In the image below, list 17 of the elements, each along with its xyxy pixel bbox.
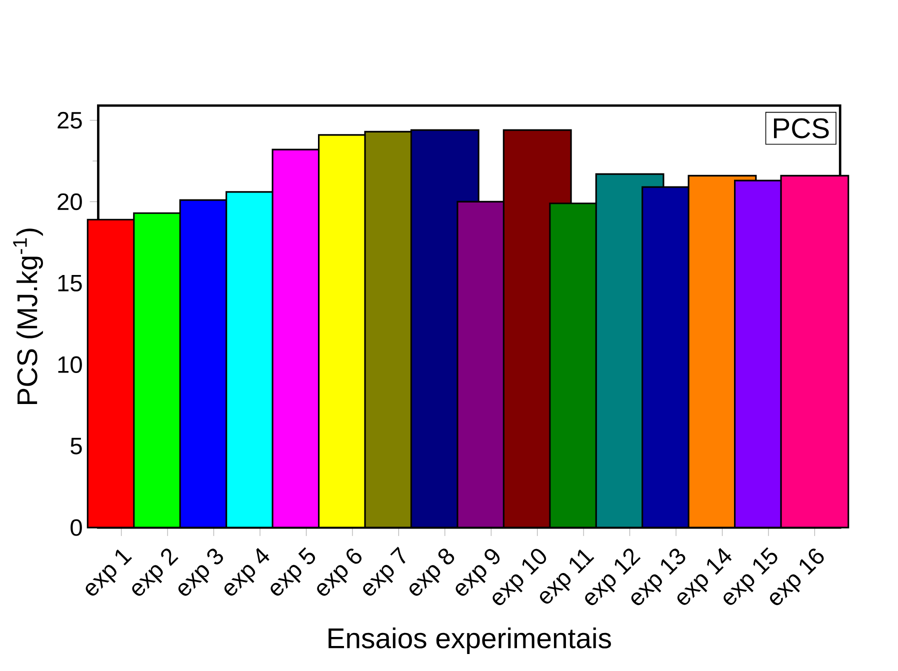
x-tick-label: exp 2 xyxy=(132,548,178,596)
y-tick-label: 5 xyxy=(70,438,82,455)
x-tick-label: exp 3 xyxy=(178,548,223,596)
y-tick-label: 10 xyxy=(58,356,82,374)
y-tick-label: 25 xyxy=(58,112,82,129)
y-axis-title: PCS (MJ.kg$^{-1}$) xyxy=(13,228,43,404)
x-tick-label: exp 6 xyxy=(317,548,362,596)
x-tick-label: exp 5 xyxy=(270,547,316,596)
x-tick-label: exp 8 xyxy=(410,548,454,596)
y-tick-label: 20 xyxy=(58,194,82,210)
x-tick-label: exp 7 xyxy=(363,546,406,596)
x-axis-title: Ensaios experimentais xyxy=(328,628,611,654)
x-tick-label: exp 4 xyxy=(224,548,270,596)
annotation: PCS xyxy=(774,118,829,139)
x-tick-label: exp 1 xyxy=(86,550,132,596)
y-tick-label: 0 xyxy=(70,519,82,536)
y-tick-label: 15 xyxy=(58,275,82,292)
